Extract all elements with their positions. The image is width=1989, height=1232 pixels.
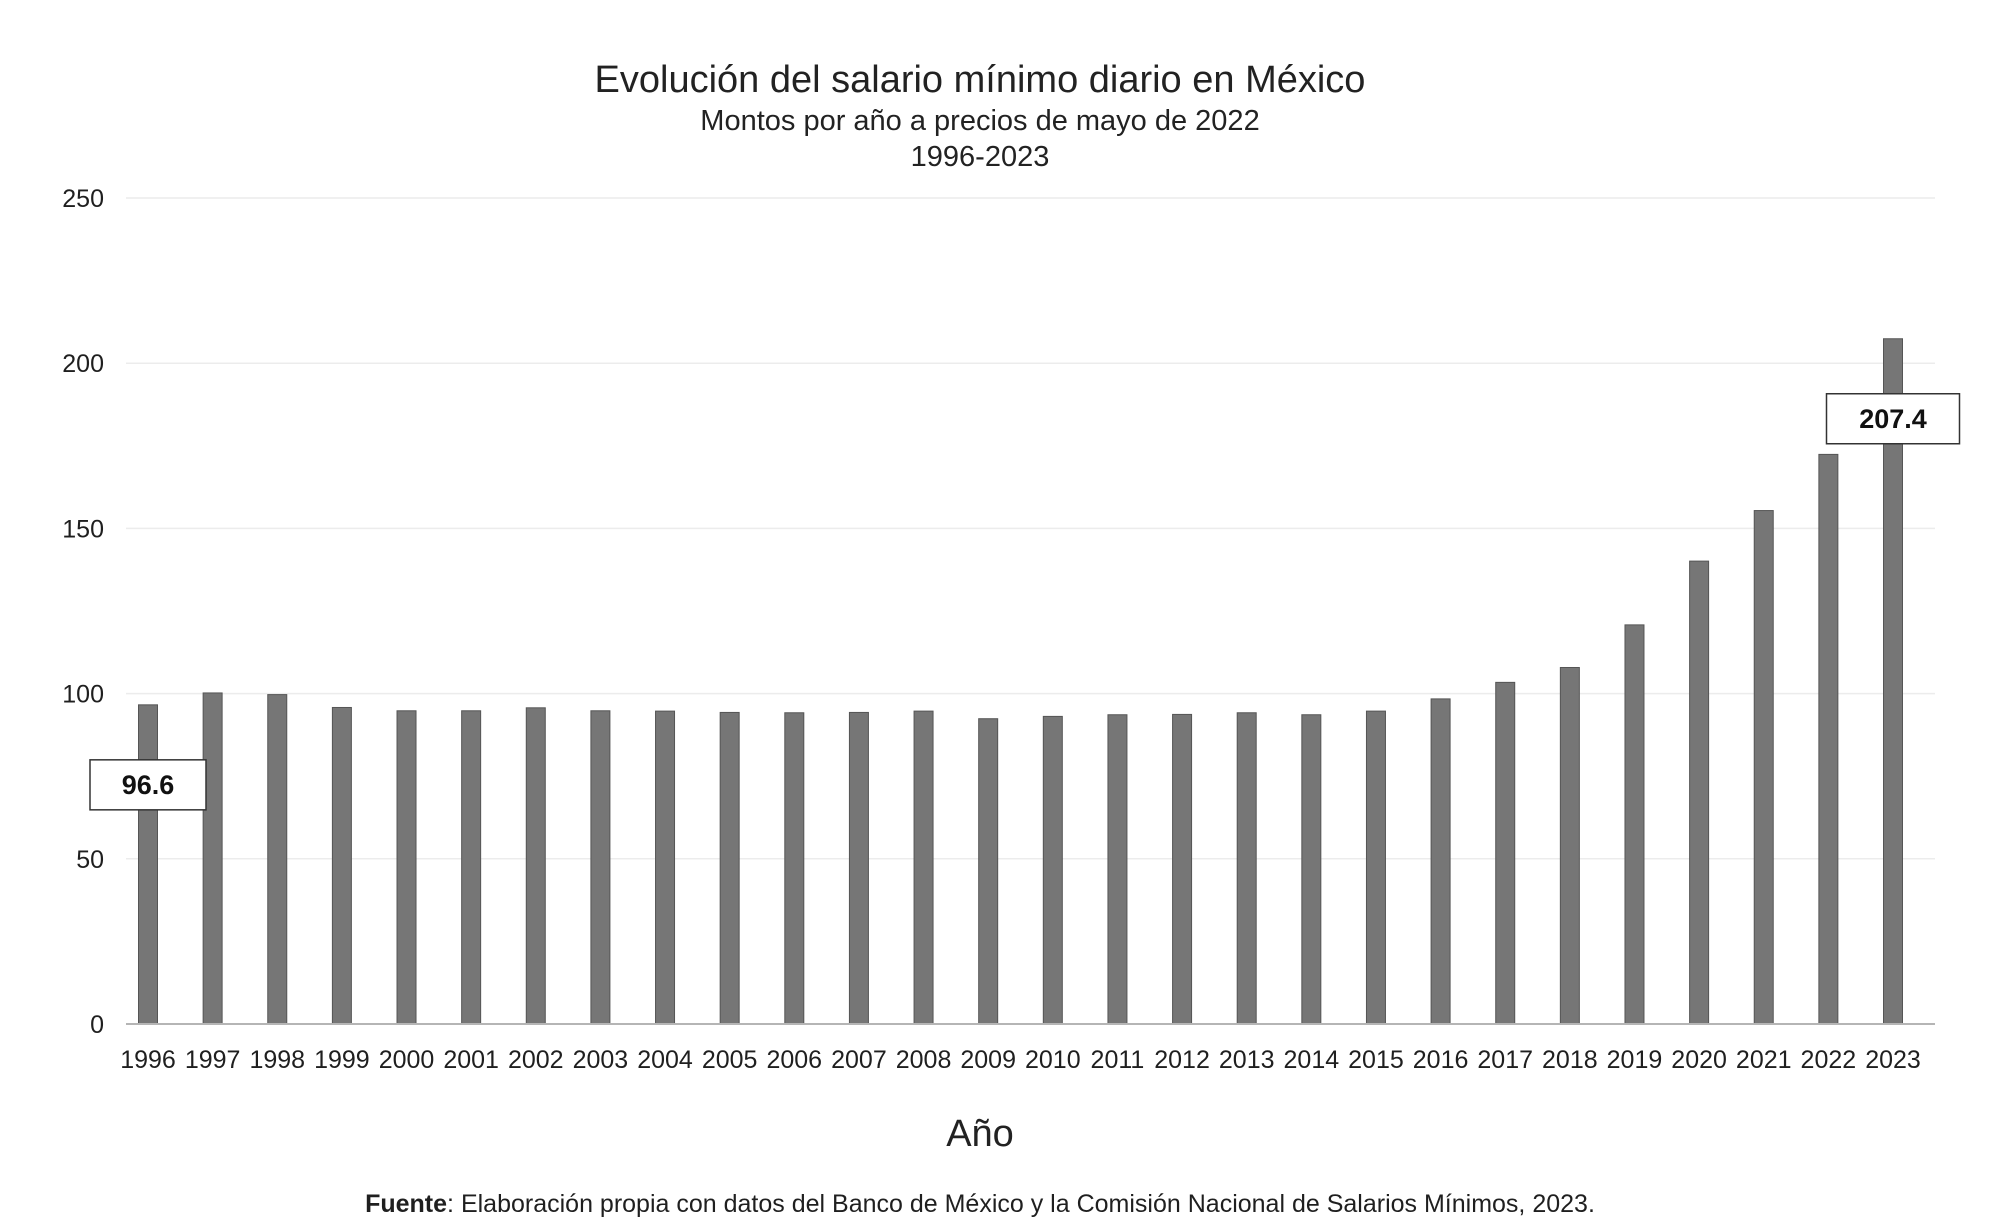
x-tick-label: 1997 (185, 1046, 241, 1074)
data-callouts: 96.6 207.4 (89, 393, 1961, 811)
x-tick-label: 2007 (831, 1046, 887, 1074)
x-tick-label: 2010 (1025, 1046, 1081, 1074)
data-label-1996: 96.6 (89, 759, 207, 811)
x-tick-label: 2008 (896, 1046, 952, 1074)
y-tick-label: 200 (62, 350, 104, 378)
bar-2020 (1689, 560, 1710, 1025)
data-label-box (1825, 393, 1961, 445)
bar-2012 (1172, 713, 1193, 1025)
x-tick-label: 2012 (1154, 1046, 1210, 1074)
x-tick-label: 2011 (1091, 1046, 1145, 1074)
bar-1997 (202, 692, 223, 1025)
data-label-text: 207.4 (1859, 404, 1927, 434)
data-label-box (89, 759, 207, 811)
bar-2018 (1559, 666, 1580, 1025)
chart-subtitle: Montos por año a precios de mayo de 2022 (700, 105, 1259, 137)
x-tick-label: 2014 (1284, 1046, 1340, 1074)
bar-2021 (1753, 510, 1774, 1025)
x-axis-ticks: 1996 1997 1998 1999 2000 2001 2002 2003 2004 2005… (120, 1046, 1921, 1074)
x-tick-label: 2013 (1219, 1046, 1275, 1074)
bar-2001 (461, 710, 482, 1025)
bar-2006 (784, 712, 805, 1025)
y-tick-label: 0 (90, 1011, 104, 1039)
x-tick-label: 2002 (508, 1046, 564, 1074)
x-tick-label: 2003 (573, 1046, 629, 1074)
x-tick-label: 1999 (314, 1046, 370, 1074)
source-note: Fuente: Elaboración propia con datos del… (365, 1190, 1595, 1218)
x-tick-label: 2019 (1607, 1046, 1663, 1074)
bar-2002 (525, 707, 546, 1025)
bar-2019 (1624, 624, 1645, 1025)
bar-2014 (1301, 714, 1322, 1025)
x-tick-label: 2020 (1671, 1046, 1727, 1074)
bar-2004 (655, 710, 676, 1025)
bar-2022 (1818, 453, 1839, 1025)
x-tick-label: 2009 (960, 1046, 1016, 1074)
bar-2000 (396, 710, 417, 1025)
x-axis-label: Año (946, 1113, 1014, 1155)
data-label-text: 96.6 (122, 770, 175, 800)
x-tick-label: 2004 (637, 1046, 693, 1074)
bar-2007 (848, 711, 869, 1025)
bar-2011 (1107, 714, 1128, 1025)
chart-period: 1996-2023 (911, 141, 1050, 173)
bar-1998 (267, 694, 288, 1025)
y-tick-label: 100 (62, 681, 104, 709)
x-tick-label: 2000 (379, 1046, 435, 1074)
bar-2015 (1365, 710, 1386, 1025)
x-tick-label: 2001 (443, 1046, 499, 1074)
x-tick-label: 2021 (1736, 1046, 1792, 1074)
bar-1999 (331, 706, 352, 1025)
x-tick-label: 2017 (1477, 1046, 1533, 1074)
x-tick-label: 1998 (249, 1046, 305, 1074)
bar-2009 (978, 718, 999, 1025)
bars (138, 338, 1903, 1025)
bar-1996 (138, 704, 158, 1025)
source-body: : Elaboración propia con datos del Banco… (447, 1190, 1595, 1218)
bar-2010 (1042, 715, 1063, 1025)
y-tick-label: 150 (62, 515, 104, 543)
bar-2017 (1495, 681, 1516, 1025)
x-tick-label: 2016 (1413, 1046, 1469, 1074)
data-label-2023: 207.4 (1825, 393, 1961, 445)
x-tick-label: 2005 (702, 1046, 758, 1074)
bar-2005 (719, 711, 740, 1025)
chart-title: Evolución del salario mínimo diario en M… (595, 59, 1366, 101)
x-tick-label: 2022 (1801, 1046, 1857, 1074)
x-tick-label: 2006 (766, 1046, 822, 1074)
y-tick-label: 50 (76, 846, 104, 874)
y-tick-label: 250 (62, 185, 104, 213)
x-tick-label: 2023 (1865, 1046, 1921, 1074)
bar-2013 (1236, 712, 1257, 1025)
bar-2016 (1430, 698, 1451, 1025)
bar-2008 (913, 710, 934, 1025)
x-tick-label: 2018 (1542, 1046, 1598, 1074)
x-tick-label: 1996 (120, 1046, 176, 1074)
x-tick-label: 2015 (1348, 1046, 1404, 1074)
source-label: Fuente (365, 1190, 447, 1218)
bar-2003 (590, 710, 611, 1025)
y-axis-ticks: 0 50 100 150 200 250 (62, 185, 104, 1039)
